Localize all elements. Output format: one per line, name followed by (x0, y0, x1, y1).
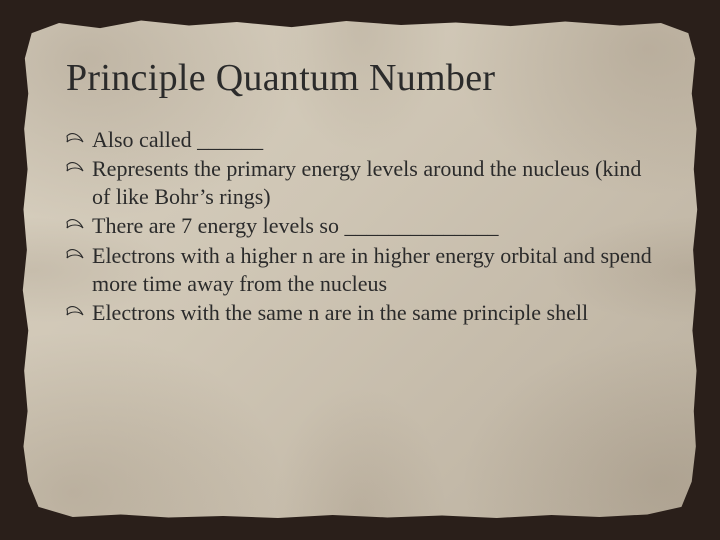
bullet-item: Represents the primary energy levels aro… (66, 155, 654, 211)
bullet-item: Electrons with the same n are in the sam… (66, 299, 654, 327)
slide-title: Principle Quantum Number (66, 56, 654, 100)
bullet-item: Also called ______ (66, 126, 654, 154)
parchment-slide: Principle Quantum Number Also called ___… (18, 18, 702, 522)
bullet-list: Also called ______ Represents the primar… (66, 126, 654, 327)
bullet-item: Electrons with a higher n are in higher … (66, 242, 654, 298)
bullet-item: There are 7 energy levels so ___________… (66, 212, 654, 240)
